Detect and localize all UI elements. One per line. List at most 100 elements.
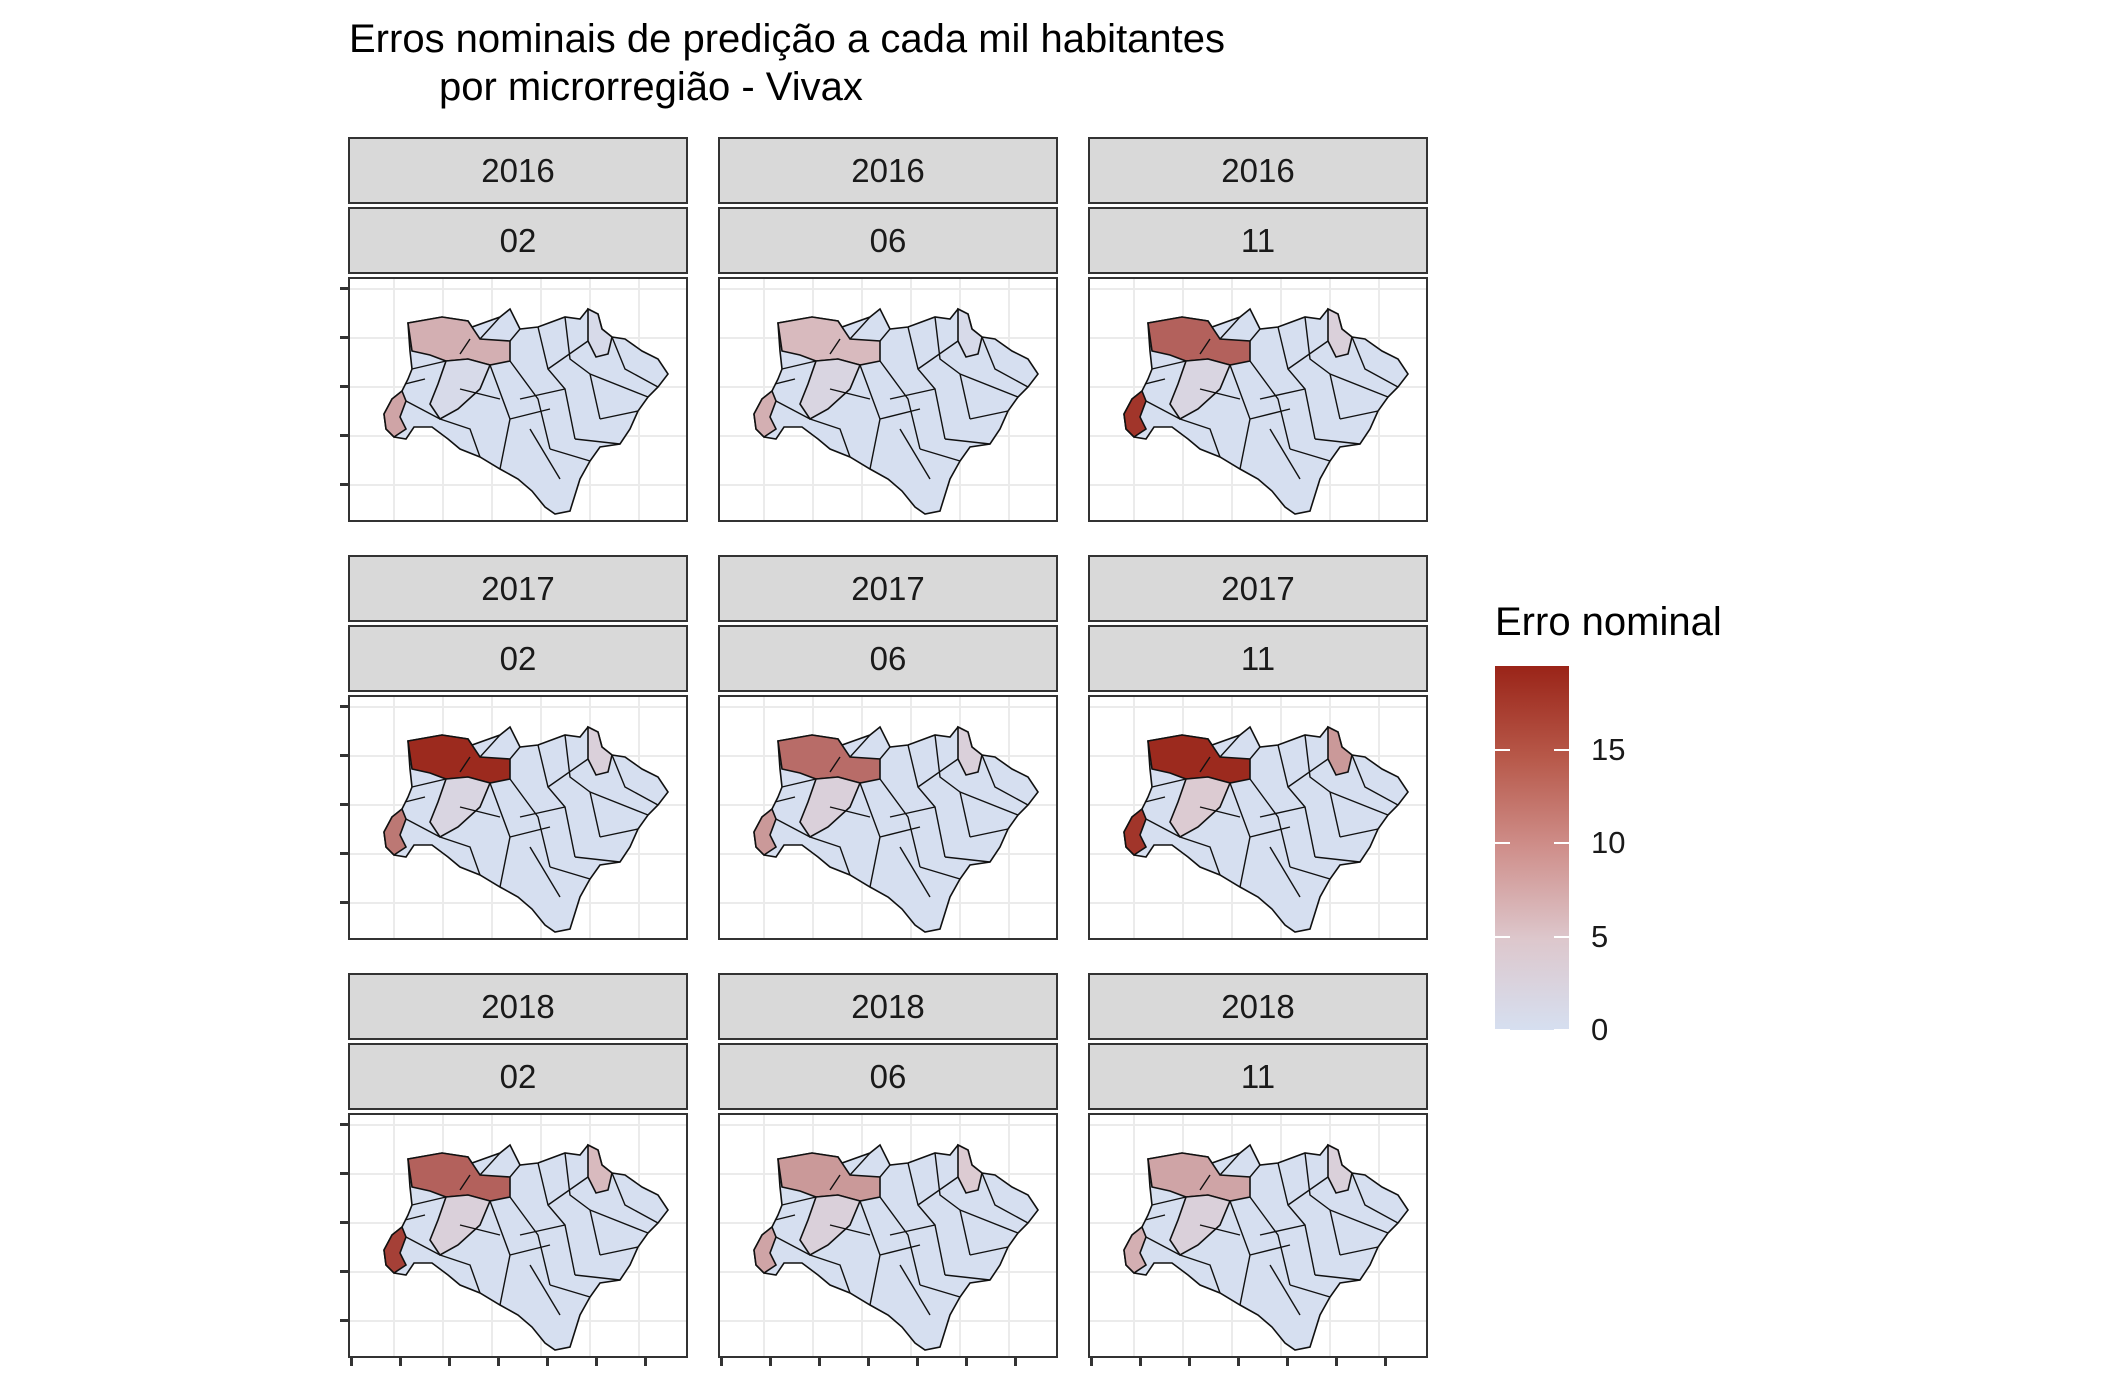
legend-tick-label: 15 [1591,732,1626,767]
legend-tick-mark [1554,935,1569,938]
facet-strip-month: 06 [718,207,1058,274]
legend-tick-mark [1495,1029,1510,1031]
facet-map [348,1113,688,1358]
y-axis-tick [340,901,348,904]
facet-strip-year: 2017 [348,555,688,622]
region-northwest [777,316,881,366]
y-axis-tick [340,385,348,388]
region-east [1327,725,1353,776]
x-axis-tick [1188,1358,1191,1366]
facet-map [348,695,688,940]
x-axis-tick [1014,1358,1017,1366]
chart-title-line2: por microrregião - Vivax [439,65,863,109]
legend-tick-label: 5 [1591,918,1609,954]
facet-map [348,277,688,522]
facet-strip-month: 02 [348,625,688,692]
region-northwest [407,734,511,784]
x-axis-tick [867,1358,870,1366]
x-axis-tick [497,1358,500,1366]
x-axis-tick [595,1358,598,1366]
x-axis-tick [1090,1358,1093,1366]
facet-strip-month: 11 [1088,625,1428,692]
facet-map [1088,277,1428,522]
region-west [383,1225,408,1275]
region-northwest [407,1152,511,1202]
region-east [957,725,983,776]
facet-strip-month: 02 [348,1043,688,1110]
region-east [587,725,613,776]
facet-strip-year: 2018 [348,973,688,1040]
facet-map [1088,1113,1428,1358]
y-axis-tick [340,754,348,757]
chart-title-line1: Erros nominais de predição a cada mil ha… [349,17,1226,61]
y-axis-tick [340,852,348,855]
y-axis-tick [340,434,348,437]
region-west [1123,807,1148,857]
x-axis-tick [399,1358,402,1366]
x-axis-tick [546,1358,549,1366]
facet-strip-month: 11 [1088,1043,1428,1110]
legend-tick-label: 0 [1591,1012,1609,1047]
region-east [587,1143,613,1194]
x-axis-tick [448,1358,451,1366]
legend-tick-mark [1554,1029,1569,1031]
legend-tick-mark [1554,842,1569,845]
x-axis-tick [916,1358,919,1366]
facet-strip-month: 06 [718,625,1058,692]
region-east [957,307,983,358]
region-northwest [407,316,511,366]
facet-strip-month: 06 [718,1043,1058,1110]
legend-colorbar [1495,666,1569,1030]
legend-tick-mark [1495,935,1510,938]
facet-map [718,695,1058,940]
y-axis-tick [340,483,348,486]
facet-strip-year: 2018 [718,973,1058,1040]
facet-map [718,277,1058,522]
x-axis-tick [1237,1358,1240,1366]
legend-tick-mark [1554,749,1569,751]
facet-strip-month: 11 [1088,207,1428,274]
y-axis-tick [340,287,348,290]
y-axis-tick [340,1270,348,1273]
x-axis-tick [965,1358,968,1366]
legend-tick-mark [1495,749,1510,751]
facet-strip-year: 2016 [718,137,1058,204]
region-west [753,1225,778,1275]
x-axis-tick [1139,1358,1142,1366]
y-axis-tick [340,1172,348,1175]
facet-strip-year: 2016 [348,137,688,204]
y-axis-tick [340,1221,348,1224]
region-west [383,807,408,857]
legend-title: Erro nominal [1495,600,1722,644]
region-east [587,307,613,358]
facet-map [1088,695,1428,940]
region-west [1123,389,1148,439]
facet-strip-year: 2018 [1088,973,1428,1040]
x-axis-tick [818,1358,821,1366]
x-axis-tick [1335,1358,1338,1366]
region-west [1123,1225,1148,1275]
legend-tick-mark [1495,842,1510,845]
region-northwest [1147,734,1251,784]
chart-title: Erros nominais de predição a cada mil ha… [349,15,1449,111]
facet-strip-year: 2017 [1088,555,1428,622]
region-west [753,389,778,439]
x-axis-tick [1286,1358,1289,1366]
x-axis-tick [769,1358,772,1366]
region-northwest [777,1152,881,1202]
facet-strip-month: 02 [348,207,688,274]
region-east [1327,1143,1353,1194]
facet-strip-year: 2016 [1088,137,1428,204]
region-northwest [777,734,881,784]
region-northwest [1147,1152,1251,1202]
facet-strip-year: 2017 [718,555,1058,622]
facet-map [718,1113,1058,1358]
y-axis-tick [340,705,348,708]
region-west [383,389,408,439]
region-east [1327,307,1353,358]
x-axis-tick [720,1358,723,1366]
x-axis-tick [350,1358,353,1366]
region-east [957,1143,983,1194]
region-west [753,807,778,857]
y-axis-tick [340,336,348,339]
